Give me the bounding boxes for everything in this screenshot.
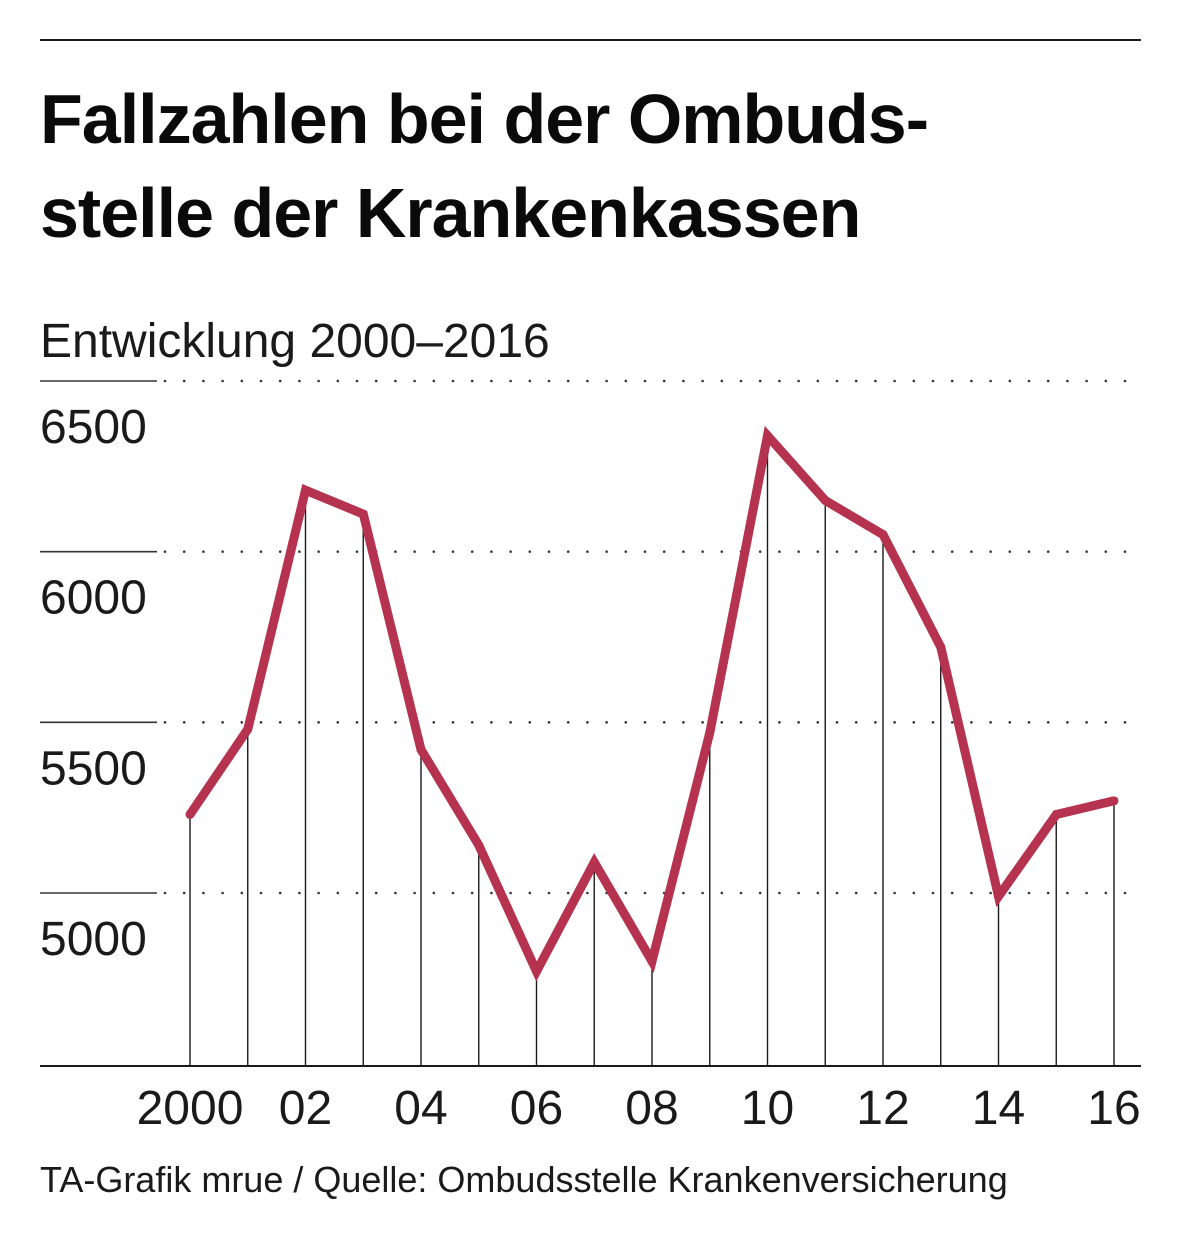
x-tick-label-2006: 06 [510,1082,563,1135]
data-point-2000 [185,809,195,819]
data-point-2016 [1109,796,1119,806]
top-rule [40,39,1141,41]
y-tick-label-6000: 6000 [40,572,147,625]
y-tick-label-6500: 6500 [40,401,147,454]
data-point-2012 [878,530,888,540]
chart-title-line-1: Fallzahlen bei der Ombuds- [40,80,929,158]
data-point-2003 [358,509,368,519]
data-point-2005 [474,840,484,850]
y-tick-label-5000: 5000 [40,913,147,966]
data-point-2011 [820,495,830,505]
data-point-2010 [763,431,772,441]
chart-title-line-2: stelle der Krankenkassen [40,174,861,252]
data-point-2001 [243,724,253,734]
data-point-2006 [532,967,541,977]
series-line-fallzahlen [186,425,1116,982]
x-tick-label-2010: 10 [741,1082,794,1135]
data-point-2007 [589,857,599,867]
x-tick-label-2004: 04 [394,1082,447,1135]
labels-layer: 5000 5500 6000 6500 2000 02 04 06 08 10 12 14 16 [40,401,1141,1135]
x-tick-label-2014: 14 [972,1082,1025,1135]
drop-lines-layer [189,435,1115,1066]
data-point-2009 [705,728,715,738]
chart-title: Fallzahlen bei der Ombuds- stelle der Kr… [40,72,1140,260]
x-tick-label-2002: 02 [279,1082,332,1135]
data-point-2004 [416,745,426,755]
source-note: TA-Grafik mrue / Quelle: Ombudsstelle Kr… [40,1159,1008,1200]
data-point-2015 [1051,809,1061,819]
x-tick-label-2008: 08 [625,1082,678,1135]
x-tick-label-2000: 2000 [137,1082,244,1135]
data-point-2013 [936,642,946,652]
chart-subtitle: Entwicklung 2000–2016 [40,315,550,368]
data-point-2014 [994,891,1003,901]
data-point-2008 [647,956,657,966]
y-tick-label-5500: 5500 [40,742,147,795]
x-tick-label-2016: 16 [1087,1082,1140,1135]
grid-layer [40,379,1143,895]
series-layer [185,425,1119,982]
x-tick-label-2012: 12 [856,1082,909,1135]
data-point-2002 [301,485,310,495]
